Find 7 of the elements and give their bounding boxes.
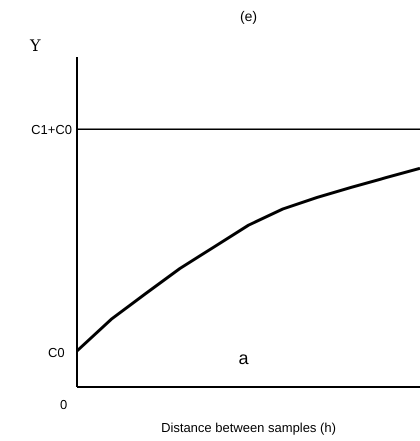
text: 0 — [60, 397, 68, 412]
chart-title: (e) — [238, 8, 258, 24]
ref-line-label: C1+C0 — [31, 122, 72, 137]
text: C0 — [48, 345, 65, 360]
annotation: a — [238, 348, 249, 369]
text: Υ — [30, 36, 41, 55]
x-axis-title: Distance between samples (h) — [160, 420, 337, 435]
